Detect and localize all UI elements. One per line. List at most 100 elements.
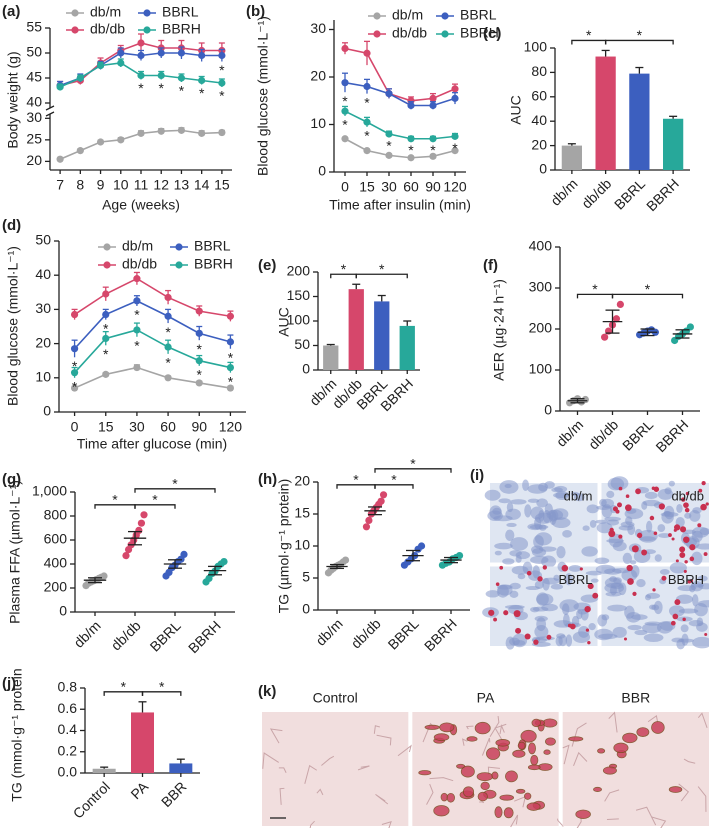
data-point [385, 90, 393, 98]
data-point [133, 326, 141, 334]
x-tick-label: 15 [359, 179, 375, 195]
bar [399, 325, 415, 370]
cell-outline [309, 820, 315, 828]
y-axis-label: AUC [508, 95, 524, 125]
tissue-blob [527, 484, 548, 494]
stained-cell [517, 741, 526, 750]
cell-outline [487, 766, 500, 775]
tissue-blob [605, 591, 622, 597]
cell-outline [678, 783, 690, 802]
y-tick-label: 50 [26, 44, 42, 60]
stained-cell [477, 791, 488, 802]
x-tick-label: BBRH [652, 416, 691, 455]
legend-label: BBRL [194, 238, 231, 254]
stained-cell [602, 766, 617, 775]
significance-label: * [121, 679, 127, 695]
lipid-droplet [689, 556, 695, 562]
tissue-blob [697, 575, 708, 582]
significance-label: * [134, 337, 140, 353]
data-point [100, 572, 108, 580]
data-point [56, 155, 64, 163]
series-line [344, 81, 456, 107]
data-point [451, 85, 459, 93]
cell-outline [375, 793, 389, 805]
significance-label: * [353, 472, 359, 488]
stained-cell [499, 794, 515, 801]
significance-label: * [452, 140, 458, 156]
tissue-blob [641, 623, 662, 634]
panel-label: (c) [483, 25, 501, 42]
bar [374, 301, 390, 370]
lipid-droplet [635, 488, 641, 495]
data-point [117, 49, 125, 57]
x-tick-label: 30 [129, 419, 145, 435]
x-tick-label: 90 [191, 419, 207, 435]
lipid-droplet [679, 546, 686, 553]
lipid-droplet [674, 599, 681, 606]
lipid-droplet [617, 502, 622, 508]
x-tick-label: 10 [113, 177, 129, 193]
data-point [341, 44, 349, 53]
y-axis-label: Plasma FFA (µmol·L⁻¹) [7, 480, 23, 624]
lipid-droplet [658, 503, 665, 510]
data-point [195, 307, 203, 315]
x-tick-label: db/m [547, 175, 580, 208]
data-point [601, 333, 609, 341]
cell-outline [426, 783, 434, 805]
lipid-droplet [524, 633, 531, 640]
tissue-blob [555, 636, 563, 647]
tissue-blob [626, 611, 641, 623]
y-tick-label: 0.6 [58, 700, 78, 716]
tissue-blob [699, 527, 709, 536]
lipid-droplet [675, 559, 679, 563]
lipid-droplet [546, 634, 552, 640]
data-point [612, 315, 621, 323]
data-point [133, 363, 141, 372]
x-axis-label: Age (weeks) [102, 197, 180, 213]
panel-label: (j) [2, 675, 16, 692]
x-tick-label: 30 [381, 179, 397, 195]
tissue-blob [643, 499, 660, 507]
stained-cell [494, 806, 503, 819]
significance-label: * [342, 117, 348, 133]
data-point [195, 357, 203, 365]
tissue-blob [513, 639, 526, 646]
cell-outline [494, 723, 507, 741]
data-point [177, 126, 186, 134]
tissue-blob [692, 594, 699, 607]
micrograph [562, 712, 709, 826]
lipid-droplet [684, 560, 688, 564]
legend-marker [175, 243, 183, 251]
lipid-droplet [579, 567, 583, 571]
y-tick-label: 150 [287, 287, 311, 303]
stained-cell [460, 765, 475, 778]
stained-cell [486, 747, 501, 760]
lipid-droplet [683, 502, 689, 509]
cell-outline [269, 728, 283, 744]
data-point [429, 101, 437, 110]
data-point [76, 74, 84, 82]
tissue-blob [541, 603, 558, 612]
x-tick-label: 60 [403, 179, 419, 195]
significance-label: * [103, 320, 109, 336]
significance-label: * [364, 128, 370, 144]
tissue-blob [692, 636, 709, 649]
data-point [102, 310, 110, 319]
y-tick-label: 100 [529, 361, 553, 377]
x-tick-label: db/db [108, 617, 144, 653]
tissue-blob [496, 584, 513, 590]
data-point [117, 59, 125, 67]
cell-outline [608, 711, 618, 733]
tissue-blob [669, 562, 687, 574]
data-point [102, 370, 110, 378]
stained-cell [424, 724, 440, 730]
stained-cell [545, 737, 556, 746]
x-tick-label: BBRH [643, 175, 682, 214]
tissue-blob [606, 490, 615, 499]
tissue-blob [489, 505, 502, 520]
significance-label: * [645, 281, 651, 297]
x-tick-label: 12 [153, 177, 169, 193]
image-label: BBRL [559, 572, 593, 587]
tissue-blob [485, 590, 500, 598]
lipid-droplet [615, 509, 620, 514]
